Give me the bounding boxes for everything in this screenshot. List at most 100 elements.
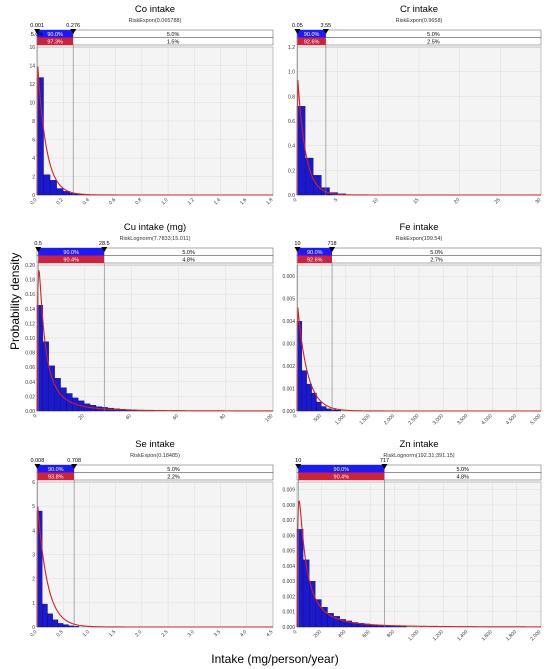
x-tick-label: 3,500 <box>456 413 469 426</box>
band-bottom-row <box>36 37 274 46</box>
x-tick-label: 500 <box>313 413 323 423</box>
x-tick-label: 60 <box>172 413 180 421</box>
band-top-left-label: 5.0% <box>31 32 44 38</box>
x-tick-label: 40 <box>125 413 133 421</box>
y-axis-label: Probability density <box>8 252 22 350</box>
band-top-right-label: 5.0% <box>456 467 469 473</box>
y-tick-label: 0.20 <box>25 263 35 269</box>
x-tick-label: 2.0 <box>134 629 143 638</box>
chart-title: Se intake <box>135 439 175 450</box>
x-tick-label: 0.0 <box>29 629 38 638</box>
y-tick-label: 6 <box>32 480 35 486</box>
band-top-middle <box>297 30 326 38</box>
marker-triangle-right <box>329 247 336 252</box>
band-bottom-right-label: 1.5% <box>167 39 180 45</box>
y-tick-label: 0.006 <box>282 274 295 280</box>
x-tick-label: 3.5 <box>213 629 222 638</box>
x-tick-label: 1,500 <box>359 413 372 426</box>
band-top-middle <box>297 248 333 256</box>
x-tick-label: 1.2 <box>187 197 196 206</box>
band-top-right-label: 5.0% <box>430 250 443 256</box>
band-bottom-right-label: 2.5% <box>427 39 440 45</box>
y-tick-label: 0.04 <box>25 380 35 386</box>
x-tick-label: 1,000 <box>334 413 347 426</box>
x-tick-label: 30 <box>534 197 542 205</box>
band-bottom-middle-label: 92.6% <box>304 39 320 45</box>
x-tick-label: 1.6 <box>239 197 248 206</box>
y-tick-label: 1 <box>32 601 35 607</box>
histogram-bar <box>311 392 317 412</box>
histogram-bar <box>63 624 69 628</box>
y-tick-label: 0.06 <box>25 365 35 371</box>
histogram-bar <box>48 365 55 412</box>
band-top-right-label: 5.0% <box>167 467 180 473</box>
band-bottom-row <box>36 255 274 264</box>
marker-triangle-left <box>294 29 301 34</box>
x-tick-label: 5 <box>333 197 339 203</box>
y-tick-label: 0.08 <box>25 351 35 357</box>
y-tick-label: 0.10 <box>25 336 35 342</box>
x-tick-label: 4,000 <box>481 413 494 426</box>
marker-triangle-left <box>295 464 302 469</box>
band-top-middle <box>38 248 105 256</box>
band-bottom-right-label: 4.8% <box>456 474 469 480</box>
fit-curve <box>296 79 541 196</box>
chart-subtitle: RiskLognorm(192.31;391.15) <box>383 453 454 459</box>
band-top-middle <box>37 465 75 473</box>
y-tick-label: 0.12 <box>25 321 35 327</box>
fit-curve <box>296 500 541 628</box>
band-bottom-right-label: 4.8% <box>182 257 195 263</box>
fit-curve <box>296 307 541 412</box>
x-tick-label: 3.0 <box>187 629 196 638</box>
y-tick-label: 14 <box>29 64 35 70</box>
y-tick-label: 0.14 <box>25 307 35 313</box>
y-tick-label: 0.008 <box>282 503 295 509</box>
band-bottom-middle <box>298 472 385 480</box>
marker-triangle-right <box>322 29 329 34</box>
y-tick-label: 4 <box>32 156 35 162</box>
x-tick-label: 400 <box>337 629 347 639</box>
histogram-bar <box>49 180 57 196</box>
band-top-middle-label: 90.0% <box>48 467 64 473</box>
marker-triangle-right <box>101 247 108 252</box>
y-tick-label: 10 <box>29 101 35 107</box>
y-tick-label: 0.8 <box>288 94 295 100</box>
marker-label-left: 10 <box>295 458 301 464</box>
y-tick-label: 0.002 <box>282 594 295 600</box>
chart-subtitle: RiskExpon(0.065788) <box>129 18 182 24</box>
y-tick-label: 0 <box>32 625 35 631</box>
histogram-bar <box>57 623 64 628</box>
band-bottom-middle <box>38 255 105 263</box>
chart-subtitle: RiskLognorm(7.7833;15.011) <box>120 236 191 242</box>
chart-title: Cr intake <box>400 4 438 15</box>
x-tick-label: 0.8 <box>134 197 143 206</box>
x-axis-label: Intake (mg/person/year) <box>211 652 339 666</box>
marker-label-left: 0.05 <box>292 23 303 29</box>
y-tick-label: 0 <box>32 193 35 199</box>
x-tick-label: 1,000 <box>407 629 420 642</box>
y-tick-label: 2 <box>32 175 35 181</box>
x-tick-label: 2,500 <box>407 413 420 426</box>
band-bottom-middle-label: 90.4% <box>63 257 79 263</box>
band-bottom-middle-label: 92.6% <box>307 257 323 263</box>
band-bottom-middle-label: 90.4% <box>334 474 350 480</box>
histogram-bar <box>301 370 307 412</box>
y-tick-label: 8 <box>32 119 35 125</box>
marker-triangle-right <box>71 464 78 469</box>
chart-panel-4: Fe intake RiskExpon(199.54) 90.0% 5.0% 92.6%… <box>282 222 542 426</box>
band-top-middle-label: 90.0% <box>47 32 63 38</box>
band-top-middle-label: 90.0% <box>307 250 323 256</box>
x-tick-label: 4,500 <box>505 413 518 426</box>
band-bottom-middle-label: 97.3% <box>47 39 63 45</box>
y-tick-label: 0.2 <box>288 168 295 174</box>
x-tick-label: 600 <box>361 629 371 639</box>
y-tick-label: 3 <box>32 553 35 559</box>
x-tick-label: 4.5 <box>265 629 274 638</box>
y-tick-label: 0.18 <box>25 278 35 284</box>
x-tick-label: 200 <box>313 629 323 639</box>
band-top-middle <box>37 30 74 38</box>
x-tick-label: 20 <box>453 197 461 205</box>
marker-label-right: 717 <box>380 458 389 464</box>
x-tick-label: 2,000 <box>529 629 542 642</box>
y-tick-label: 1.2 <box>288 45 295 51</box>
